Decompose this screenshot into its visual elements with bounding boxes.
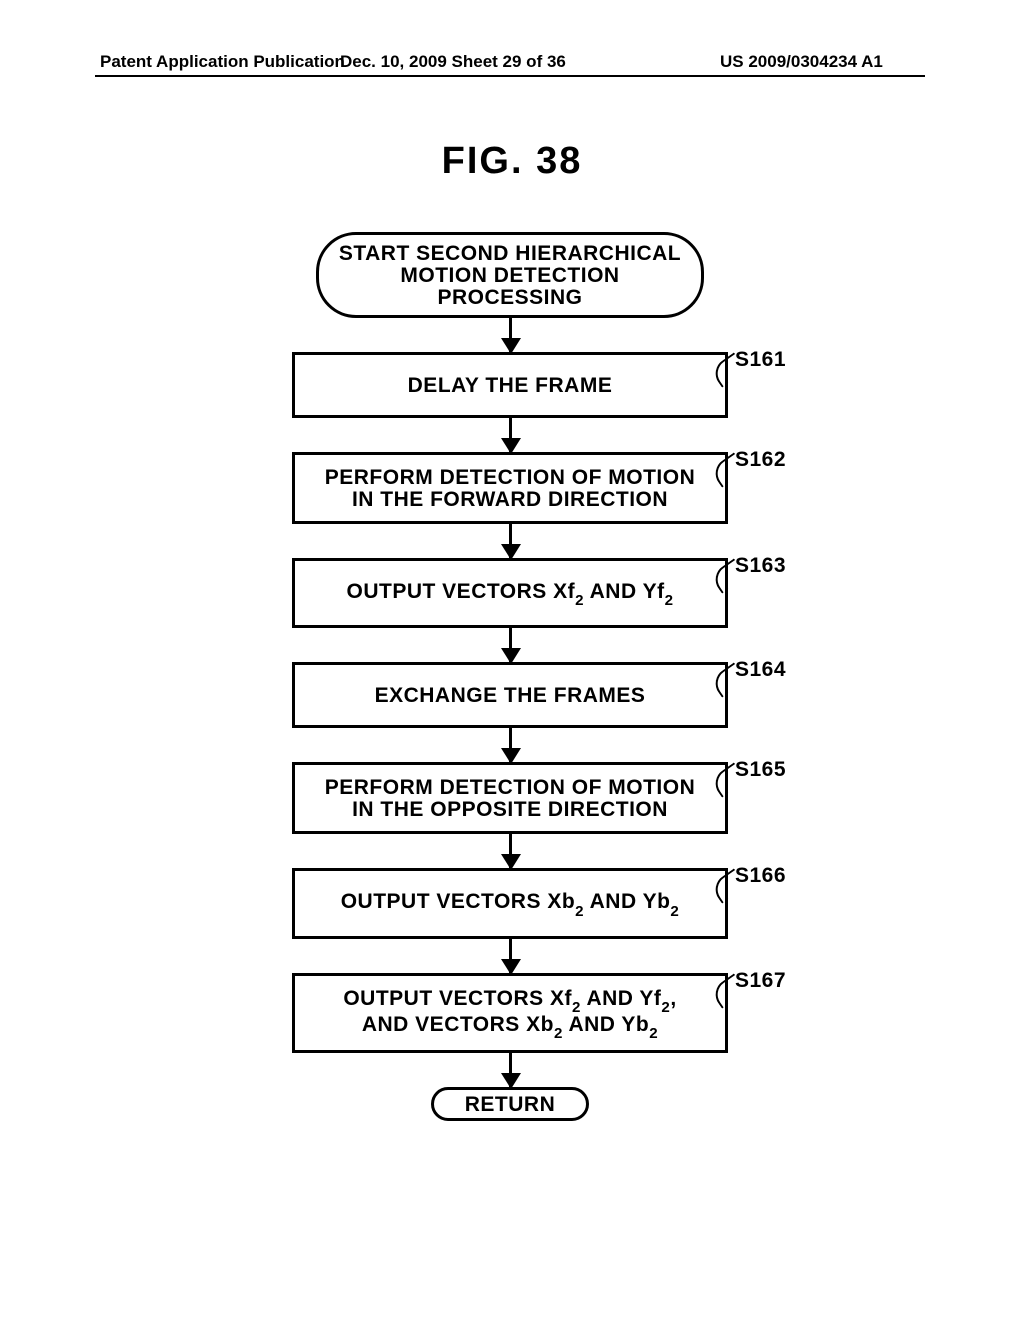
flow-arrow [509, 1053, 512, 1087]
flow-arrow [509, 628, 512, 662]
terminator-start: START SECOND HIERARCHICALMOTION DETECTIO… [316, 232, 704, 318]
process-s167: OUTPUT VECTORS Xf2 AND Yf2,AND VECTORS X… [292, 973, 728, 1053]
header-date-sheet: Dec. 10, 2009 Sheet 29 of 36 [340, 52, 566, 72]
process-s162: PERFORM DETECTION OF MOTIONIN THE FORWAR… [292, 452, 728, 524]
process-s161: DELAY THE FRAMES161 [292, 352, 728, 418]
process-s163: OUTPUT VECTORS Xf2 AND Yf2S163 [292, 558, 728, 628]
header-publication: Patent Application Publication [100, 52, 345, 72]
flow-arrow [509, 728, 512, 762]
page: Patent Application Publication Dec. 10, … [0, 0, 1024, 1320]
process-s166: OUTPUT VECTORS Xb2 AND Yb2S166 [292, 868, 728, 938]
terminator-return: RETURN [431, 1087, 589, 1121]
flow-arrow [509, 939, 512, 973]
process-s165: PERFORM DETECTION OF MOTIONIN THE OPPOSI… [292, 762, 728, 834]
flow-arrow [509, 418, 512, 452]
flow-arrow [509, 524, 512, 558]
flow-arrow [509, 834, 512, 868]
figure-title: FIG. 38 [0, 140, 1024, 183]
flowchart: START SECOND HIERARCHICALMOTION DETECTIO… [210, 232, 810, 1121]
header-rule [95, 75, 925, 77]
header-patent-number: US 2009/0304234 A1 [720, 52, 883, 72]
flow-arrow [509, 318, 512, 352]
process-s164: EXCHANGE THE FRAMESS164 [292, 662, 728, 728]
